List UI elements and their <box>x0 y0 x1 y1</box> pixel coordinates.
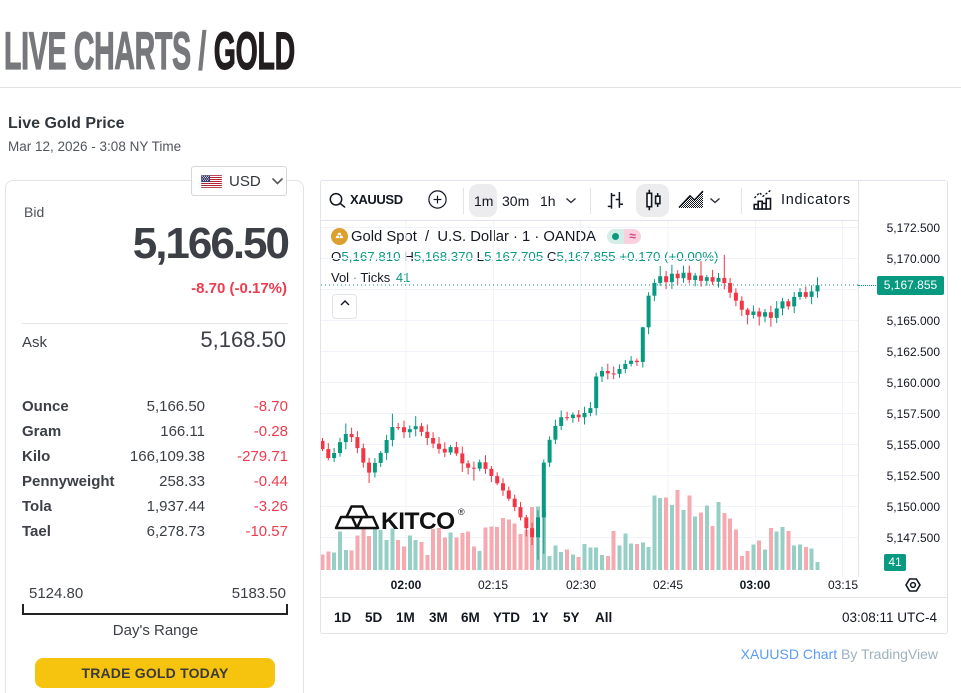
svg-text:KITCO: KITCO <box>381 508 455 535</box>
svg-text:®: ® <box>458 507 465 517</box>
